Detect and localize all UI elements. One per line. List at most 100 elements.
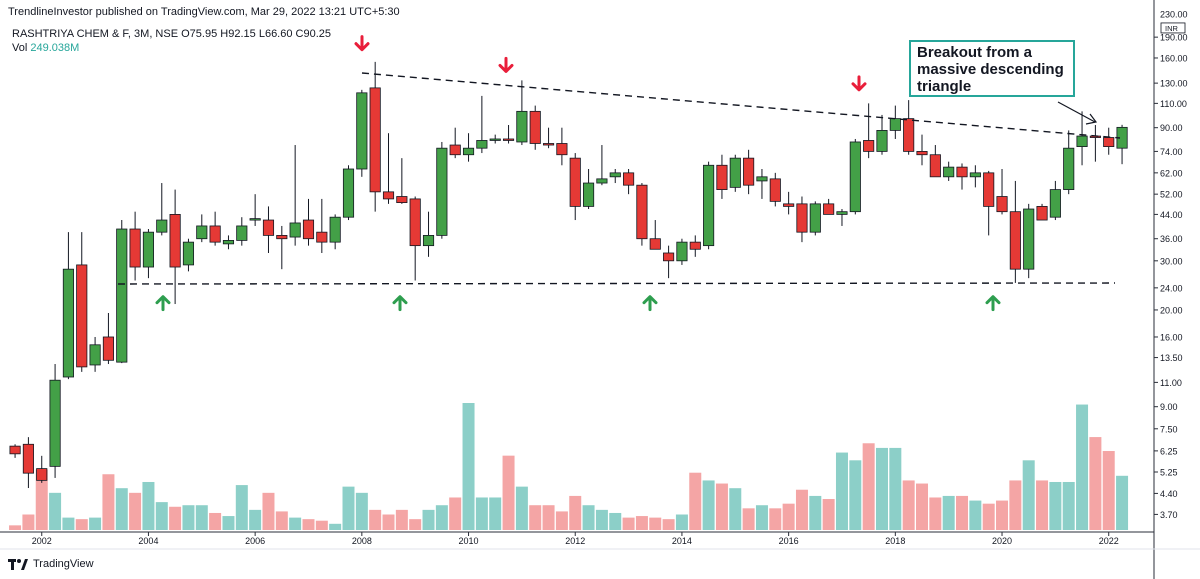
y-tick-label-top: 230.00 [1160,10,1188,20]
candle-body [36,468,48,481]
candle-body [476,140,488,149]
ohlc-open: O75.95 [181,28,218,40]
volume-bars [9,403,1129,530]
candle-body [556,143,568,156]
volume-bar [102,474,115,530]
volume-bar [702,480,715,530]
volume-bar [902,480,915,530]
volume-bar [502,455,515,530]
y-tick-label: 110.00 [1160,99,1187,109]
volume-bar [75,519,88,530]
tradingview-brand: TradingView [33,558,94,570]
volume-bar [489,497,502,530]
candle-body [956,166,968,178]
volume-bar [1009,480,1022,530]
volume-bar [996,500,1009,530]
volume-bar [182,505,195,530]
volume-bar [542,505,555,530]
volume-bar [729,488,742,530]
volume-bar [302,519,315,530]
candle-body [876,130,888,152]
y-tick-label: 4.40 [1160,489,1178,499]
y-tick-label: 20.00 [1160,305,1183,315]
tradingview-logo[interactable]: TradingView [8,558,94,570]
candle-body [729,157,741,188]
annotation-box: Breakout from a massive descending trian… [909,40,1075,97]
volume-bar [342,486,355,530]
candlesticks [9,61,1128,489]
volume-bar [1116,475,1129,530]
x-tick-label: 2012 [565,536,585,546]
volume-bar [555,511,568,530]
candle-body [382,191,395,200]
volume-bar [115,488,128,530]
volume-bar [329,523,342,530]
candle-body [783,203,795,207]
x-tick-label: 2018 [885,536,905,546]
volume-bar [649,517,662,530]
x-tick-label: 2004 [138,536,158,546]
candle-body [302,219,315,240]
y-tick-label: 5.25 [1160,468,1178,478]
candle-body [62,268,74,378]
volume-bar [742,508,755,530]
candle-body [1103,137,1115,147]
volume-bar [529,505,542,530]
volume-bar [35,469,48,530]
volume-bar [169,506,182,530]
x-tick-label: 2010 [459,536,479,546]
volume-bar [915,483,929,530]
volume-info: Vol 249.038M [12,42,79,54]
candle-body [983,172,995,207]
volume-bar [782,503,795,530]
y-tick-label: 3.70 [1160,510,1178,520]
y-tick-label: 160.00 [1160,53,1188,63]
volume-bar [315,520,328,530]
publisher-line: TrendlineInvestor published on TradingVi… [8,6,400,18]
candle-body [329,216,341,243]
candle-body [116,228,128,363]
volume-bar [209,512,222,530]
trendlines [117,72,1121,285]
volume-bar [635,516,648,530]
candle-body [236,225,248,241]
candle-body [663,252,675,262]
annotation-line: triangle [917,78,972,95]
candle-body [289,222,301,238]
volume-bar [689,472,702,530]
candle-body [209,225,221,243]
candle-body [356,92,368,170]
volume-bar [195,505,208,530]
volume-bar [822,499,835,530]
volume-bar [235,485,248,530]
candle-body [1063,147,1075,190]
candle-body [462,147,475,156]
up-arrow-icon [642,295,658,312]
volume-bar [942,495,955,530]
candle-body [1036,206,1048,221]
y-tick-label: 90.00 [1160,123,1183,133]
candle-body [502,138,515,141]
volume-bar [1036,480,1049,530]
up-arrow-icon [392,295,408,312]
candle-body [142,231,155,268]
currency-label: INR [1165,24,1179,33]
candle-body [809,203,821,233]
volume-bar [395,509,408,530]
down-arrow-icon [851,75,867,92]
down-arrow-icon [498,56,514,73]
x-tick-label: 2002 [32,536,52,546]
annotation-line: Breakout from a [917,44,1033,61]
candle-body [129,228,141,268]
y-tick-label: 30.00 [1160,256,1183,266]
volume-bar [1062,481,1075,530]
candle-body [676,241,688,262]
volume-bar [875,447,888,530]
volume-bar [609,512,622,530]
symbol-info: RASHTRIYA CHEM & F, 3M, NSE O75.95 H92.1… [12,28,331,40]
volume-bar [889,447,902,530]
candle-body [929,154,941,178]
volume-bar [809,495,822,530]
volume-bar [835,452,848,530]
candle-body [969,172,981,178]
